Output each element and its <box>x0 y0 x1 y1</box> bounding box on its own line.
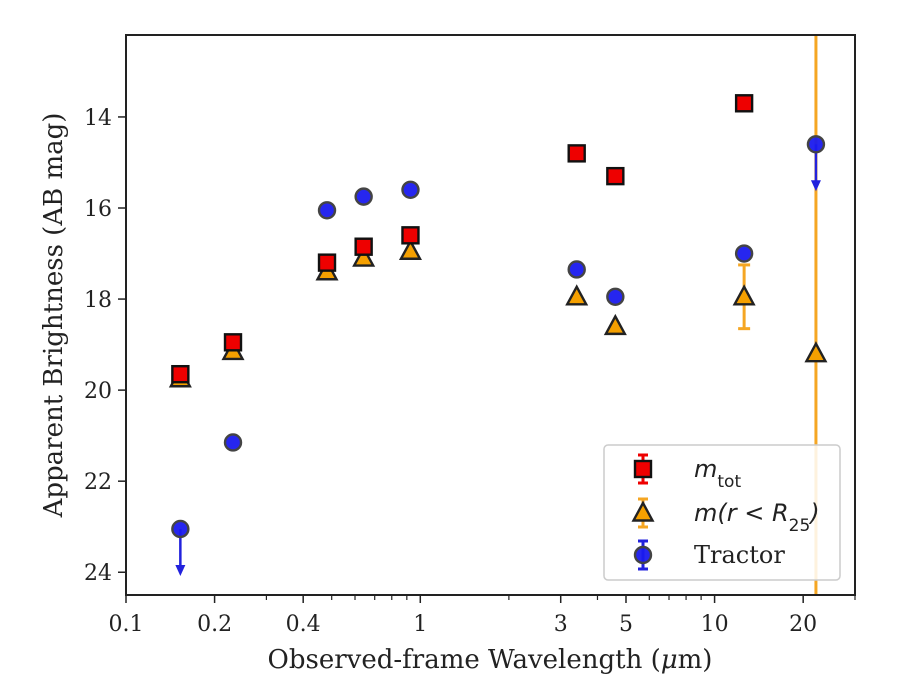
data-point-square <box>223 333 243 352</box>
data-point-square <box>734 94 754 113</box>
data-point-circle <box>223 433 243 452</box>
legend-label: mtot <box>694 455 741 492</box>
legend-marker-triangle <box>631 500 655 522</box>
data-point-triangle <box>398 238 422 260</box>
data-point-circle <box>567 260 586 279</box>
data-point-circle <box>806 135 826 154</box>
y-tick-label: 18 <box>84 288 112 313</box>
data-point-square <box>171 364 190 384</box>
x-tick-label: 0.2 <box>197 612 232 637</box>
data-point-square <box>401 226 420 245</box>
legend-entry-mr25: m(r < R25) <box>631 497 820 536</box>
data-point-square <box>606 166 625 186</box>
axes-frame <box>125 34 856 596</box>
legend-marker-circle <box>633 545 653 565</box>
x-tick-label: 0.1 <box>109 612 144 637</box>
data-point-circle <box>606 287 625 306</box>
data-point-circle <box>171 519 190 539</box>
data-point-circle <box>317 201 337 220</box>
y-axis-label: Apparent Brightness (AB mag) <box>39 113 69 519</box>
y-tick-label: 20 <box>84 379 112 404</box>
y-tick-label: 14 <box>84 106 112 131</box>
legend-marker-square <box>633 459 653 479</box>
series-tractor <box>171 135 826 576</box>
data-point-triangle <box>565 284 589 306</box>
data-point-circle <box>401 180 420 199</box>
data-point-circle <box>734 244 754 263</box>
legend-entry-mtot: mtot <box>633 453 741 492</box>
data-point-circle <box>354 187 373 206</box>
plot-layer <box>168 35 828 595</box>
ticks-layer: 0.1 0.2 0.4 1 3 5 10 20 14 16 18 20 22 24 <box>84 106 856 637</box>
data-point-square <box>567 144 586 163</box>
data-point-square <box>354 237 373 256</box>
data-point-triangle <box>352 245 376 267</box>
y-tick-label: 16 <box>84 197 112 222</box>
legend-label: Tractor <box>694 541 785 569</box>
upper-limit-arrow-head <box>175 564 186 576</box>
data-point-square <box>317 253 337 272</box>
legend-entry-tractor: Tractor <box>633 539 785 571</box>
x-tick-label: 20 <box>789 612 817 637</box>
y-tick-label: 24 <box>84 561 112 586</box>
x-tick-label: 3 <box>554 612 568 637</box>
data-point-triangle <box>804 341 828 363</box>
upper-limit-arrow-head <box>810 180 821 192</box>
x-axis-label: Observed-frame Wavelength (μm) <box>268 645 713 675</box>
x-tick-label: 0.4 <box>286 612 321 637</box>
legend: mtot m(r < R25) Tractor <box>603 444 841 581</box>
data-point-triangle <box>732 284 756 306</box>
legend-label: m(r < R25) <box>694 499 820 536</box>
series-mtot <box>171 94 754 384</box>
x-tick-label: 5 <box>619 612 633 637</box>
x-tick-label: 1 <box>413 612 427 637</box>
x-tick-label: 10 <box>701 612 729 637</box>
legend-box <box>603 444 841 581</box>
data-point-triangle <box>603 313 627 336</box>
y-tick-label: 22 <box>84 470 112 495</box>
